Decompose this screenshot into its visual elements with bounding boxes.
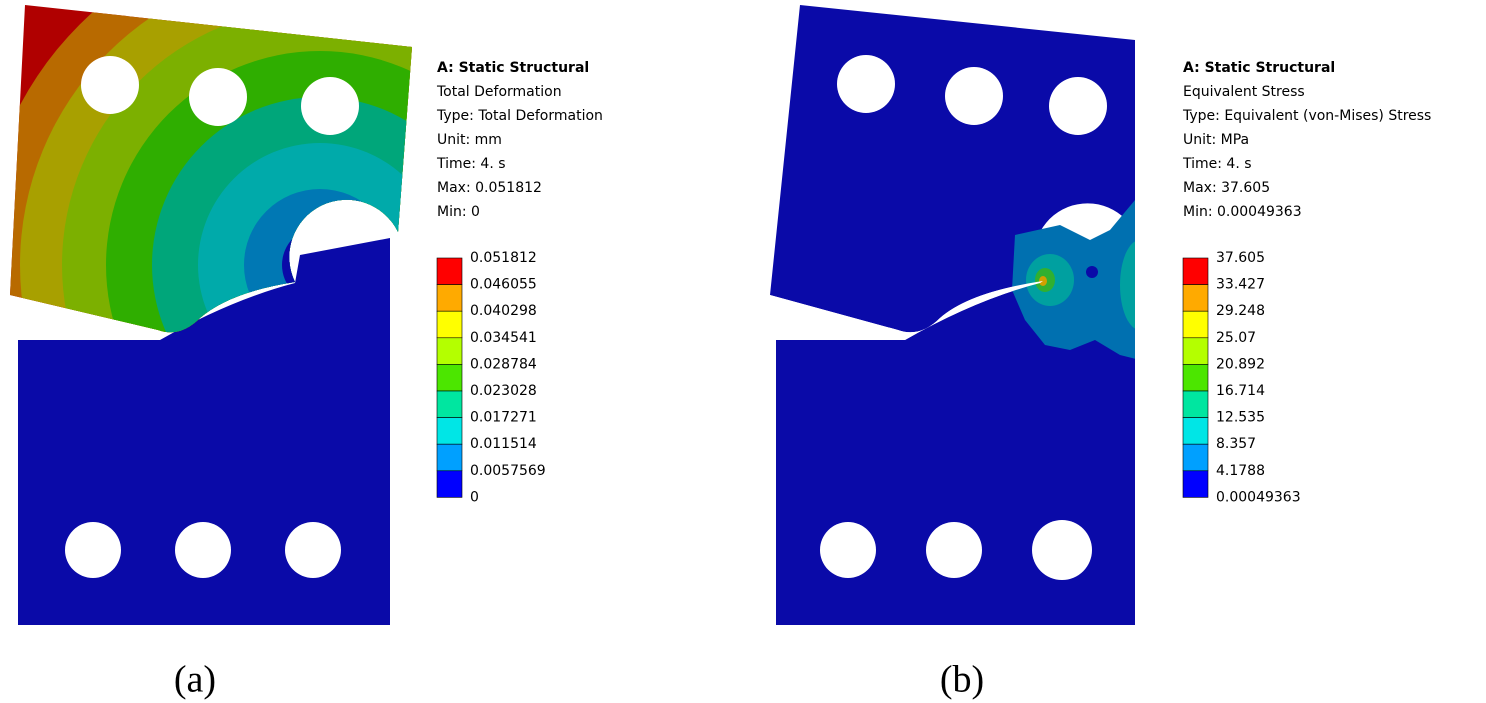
legend-band [1183,364,1208,391]
legend-label: 33.427 [1216,277,1265,293]
info-line: Type: Equivalent (von-Mises) Stress [1182,108,1431,124]
legend-label: 0.046055 [470,277,537,293]
panel-title: A: Static Structural [437,60,589,76]
model-b [770,5,1160,625]
legend-label: 29.248 [1216,303,1265,319]
info-line: Time: 4. s [436,156,506,172]
info-line: Time: 4. s [1182,156,1252,172]
legend-label: 0.028784 [470,356,537,372]
info-line: Unit: mm [437,132,502,148]
legend-band [437,285,462,312]
legend-band [437,471,462,498]
legend-label: 12.535 [1216,410,1265,426]
info-line: Max: 0.051812 [437,180,542,196]
legend-label: 0.034541 [470,330,537,346]
legend-band [1183,418,1208,445]
legend-band [437,444,462,471]
legend-label: 0.023028 [470,383,537,399]
figure: A: Static Structural Total Deformation Typ… [0,0,1486,703]
info-line: Max: 37.605 [1183,180,1270,196]
info-line: Equivalent Stress [1183,84,1305,100]
legend-band [437,364,462,391]
legend-label: 0 [470,489,479,505]
legend-label: 0.040298 [470,303,537,319]
legend-label: 20.892 [1216,356,1265,372]
info-line: Min: 0 [437,204,480,220]
panel-title: A: Static Structural [1183,60,1335,76]
caption: (b) [940,659,984,701]
legend-label: 8.357 [1216,436,1256,452]
legend-label: 37.605 [1216,250,1265,266]
legend-band [1183,285,1208,312]
legend-label: 0.011514 [470,436,537,452]
legend-band [437,258,462,285]
legend-band [1183,258,1208,285]
legend-label: 0.0057569 [470,463,546,479]
legend-band [1183,311,1208,338]
info-line: Total Deformation [436,84,562,100]
info-line: Min: 0.00049363 [1183,204,1302,220]
legend-label: 4.1788 [1216,463,1265,479]
info-line: Type: Total Deformation [436,108,603,124]
legend-band [1183,338,1208,365]
legend-band [1183,391,1208,418]
legend-label: 16.714 [1216,383,1265,399]
legend-band [1183,444,1208,471]
legend-label: 0.017271 [470,410,537,426]
caption: (a) [174,659,216,701]
legend-label: 0.00049363 [1216,489,1301,505]
legend-band [437,338,462,365]
info-line: Unit: MPa [1183,132,1249,148]
legend-label: 0.051812 [470,250,537,266]
legend-label: 25.07 [1216,330,1256,346]
legend-band [1183,471,1208,498]
legend-band [437,391,462,418]
legend-band [437,418,462,445]
legend-band [437,311,462,338]
